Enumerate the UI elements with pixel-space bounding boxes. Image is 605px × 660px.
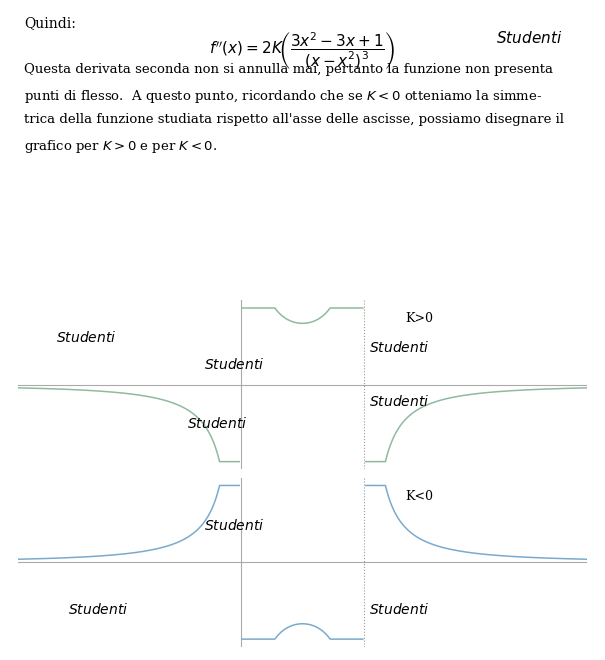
Text: punti di flesso.  A questo punto, ricordando che se $K < 0$ otteniamo la simme-: punti di flesso. A questo punto, ricorda… [24, 88, 543, 105]
Text: $\bf\it{Studenti}$: $\bf\it{Studenti}$ [204, 357, 264, 372]
Text: $f''(x) = 2K\!\left(\dfrac{3x^2 - 3x + 1}{(x - x^2)^3}\right)$: $f''(x) = 2K\!\left(\dfrac{3x^2 - 3x + 1… [209, 30, 396, 71]
Text: $\bf\it{Studenti}$: $\bf\it{Studenti}$ [369, 602, 430, 617]
Text: $\bf\it{Studenti}$: $\bf\it{Studenti}$ [496, 30, 562, 46]
Text: Quindi:: Quindi: [24, 16, 76, 30]
Text: K>0: K>0 [405, 312, 433, 325]
Text: K<0: K<0 [405, 490, 433, 503]
Text: Questa derivata seconda non si annulla mai, pertanto la funzione non presenta: Questa derivata seconda non si annulla m… [24, 63, 553, 76]
Text: $\bf\it{Studenti}$: $\bf\it{Studenti}$ [369, 394, 430, 409]
Text: $\bf\it{Studenti}$: $\bf\it{Studenti}$ [68, 602, 128, 617]
Text: $\bf\it{Studenti}$: $\bf\it{Studenti}$ [56, 330, 117, 345]
Text: trica della funzione studiata rispetto all'asse delle ascisse, possiamo disegnar: trica della funzione studiata rispetto a… [24, 113, 564, 126]
Text: $\bf\it{Studenti}$: $\bf\it{Studenti}$ [369, 340, 430, 355]
Text: $\bf\it{Studenti}$: $\bf\it{Studenti}$ [204, 517, 264, 533]
Text: grafico per $K > 0$ e per $K < 0$.: grafico per $K > 0$ e per $K < 0$. [24, 138, 217, 155]
Text: $\bf\it{Studenti}$: $\bf\it{Studenti}$ [187, 416, 247, 431]
